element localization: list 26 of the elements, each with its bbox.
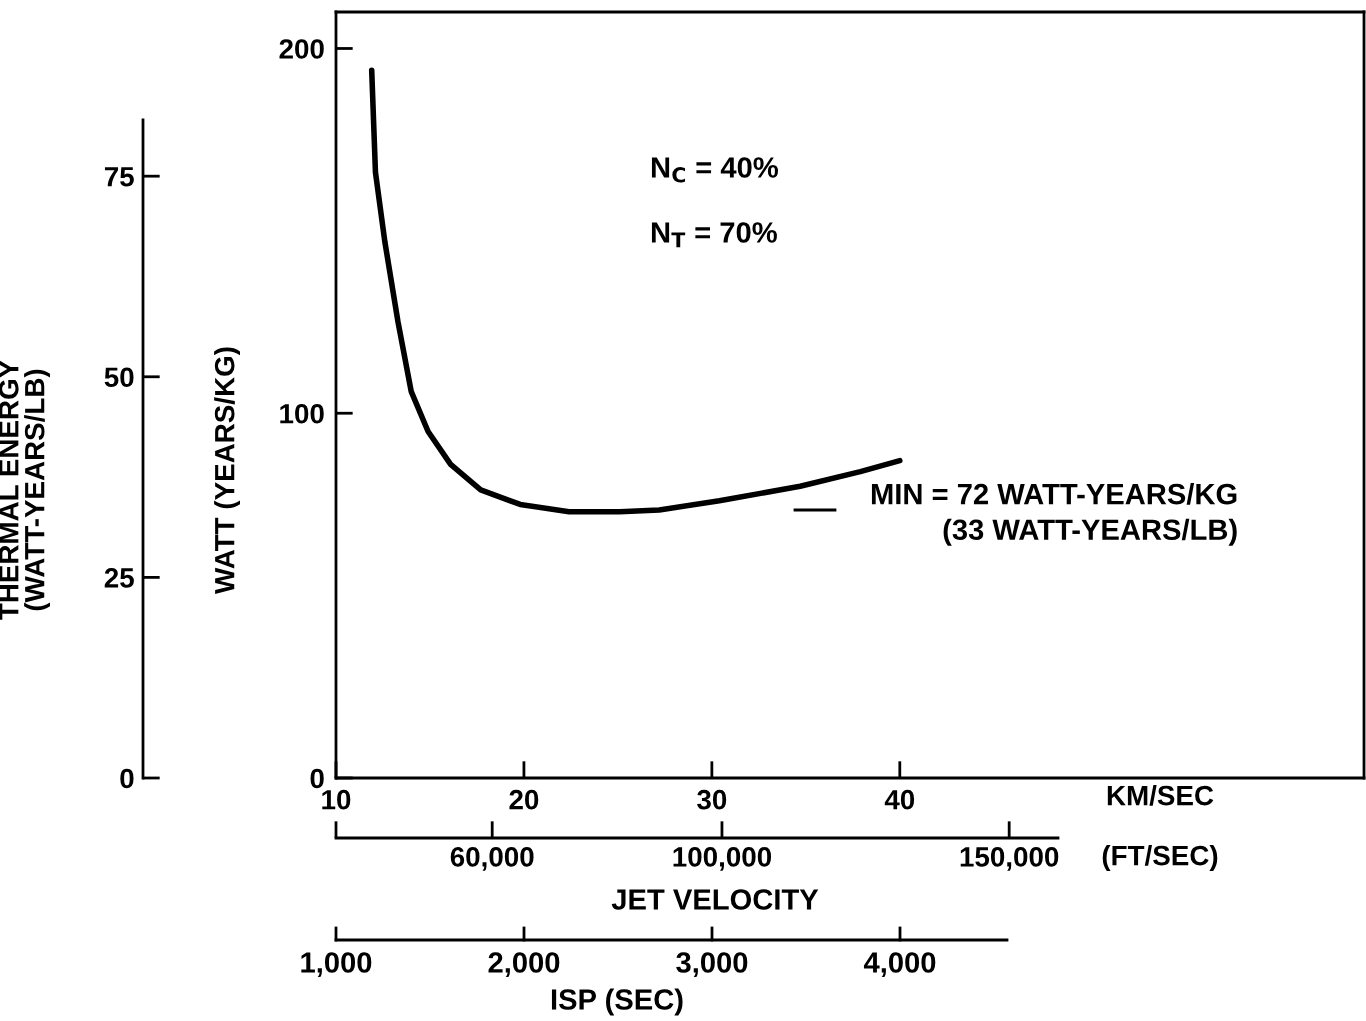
x-tick-label: 40 (884, 789, 915, 810)
x2-tick-label: 100,000 (673, 847, 772, 871)
annotation: N$_{C}$ = 40% (651, 157, 778, 183)
y2-tick-label: 25 (104, 568, 134, 588)
x-axis-title: KM/SEC (1107, 785, 1214, 806)
y-tick-label: 100 (280, 403, 324, 424)
text: 2,000 (488, 952, 560, 978)
y-tick-label: 200 (279, 39, 324, 59)
text: 4,000 (863, 952, 936, 978)
x-tick-label: 10 (322, 789, 351, 810)
text: 1,000 (301, 952, 372, 978)
annotation: MIN = 72 WATT-YEARS/KG (33 WATT-YEARS/LB) (871, 483, 1237, 546)
y-tick-label: 0 (310, 768, 324, 789)
x2-axis-title: (FT/SEC) (1102, 845, 1218, 871)
text: ISP (SEC) (551, 988, 683, 1016)
text: 3,000 (676, 952, 748, 978)
x2-tick-label: 150,000 (960, 847, 1059, 871)
y2-tick-label: 0 (120, 768, 134, 789)
x2-tick-label: 60,000 (450, 847, 534, 871)
annotation: N$_{T}$ = 70% (651, 222, 777, 248)
y-axis-title: WATT (YEARS/KG) (214, 347, 240, 594)
text: JET VELOCITY (611, 889, 819, 910)
y2-tick-label: 75 (104, 167, 134, 187)
y2-tick-label: 50 (104, 367, 134, 388)
x-tick-label: 20 (509, 789, 539, 810)
x-tick-label: 30 (697, 789, 727, 810)
